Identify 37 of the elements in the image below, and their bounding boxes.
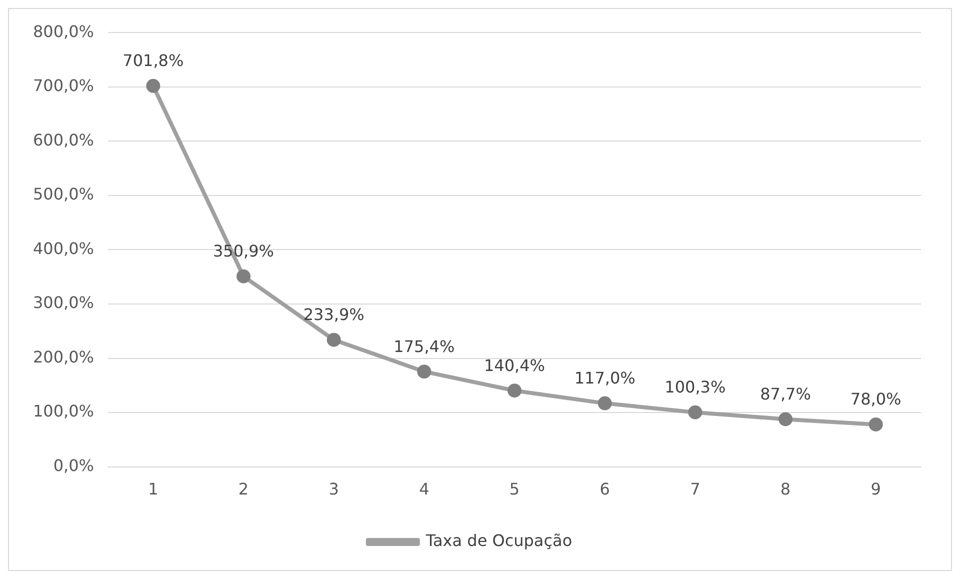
y-tick-label: 0,0% bbox=[53, 456, 94, 475]
y-tick-label: 200,0% bbox=[32, 347, 94, 366]
point bbox=[778, 412, 792, 426]
x-tick-label: 9 bbox=[870, 480, 881, 499]
point bbox=[598, 396, 612, 410]
point bbox=[146, 78, 160, 93]
data-label: 701,8% bbox=[122, 51, 184, 70]
data-label: 233,9% bbox=[303, 305, 364, 324]
point bbox=[508, 384, 522, 398]
point bbox=[326, 332, 341, 347]
legend-label: Taxa de Ocupação bbox=[424, 531, 572, 550]
x-tick-label: 5 bbox=[509, 480, 520, 499]
y-tick-label: 300,0% bbox=[32, 293, 94, 312]
point bbox=[688, 405, 702, 420]
data-label: 100,3% bbox=[664, 378, 726, 397]
y-tick-label: 700,0% bbox=[32, 76, 94, 96]
x-tick-label: 4 bbox=[419, 480, 430, 499]
data-label: 78,0% bbox=[850, 390, 902, 409]
data-label: 175,4% bbox=[394, 336, 455, 356]
x-tick-label: 3 bbox=[328, 480, 339, 499]
y-tick-label: 400,0% bbox=[32, 238, 94, 258]
x-tick-label: 1 bbox=[148, 480, 158, 499]
x-tick-label: 2 bbox=[238, 480, 249, 499]
point bbox=[868, 417, 883, 432]
y-tick-label: 600,0% bbox=[32, 130, 94, 150]
data-label: 350,9% bbox=[213, 242, 274, 261]
point bbox=[236, 269, 251, 284]
data-label: 140,4% bbox=[484, 356, 546, 375]
x-tick-label: 8 bbox=[780, 480, 791, 499]
x-tick-label: 7 bbox=[690, 480, 700, 499]
y-tick-label: 800,0% bbox=[32, 22, 94, 41]
y-tick-label: 100,0% bbox=[32, 402, 94, 421]
point bbox=[417, 364, 432, 379]
data-label: 87,7% bbox=[760, 384, 811, 404]
y-tick-label: 500,0% bbox=[32, 184, 94, 204]
data-label: 117,0% bbox=[574, 368, 636, 388]
x-tick-label: 6 bbox=[600, 480, 610, 499]
